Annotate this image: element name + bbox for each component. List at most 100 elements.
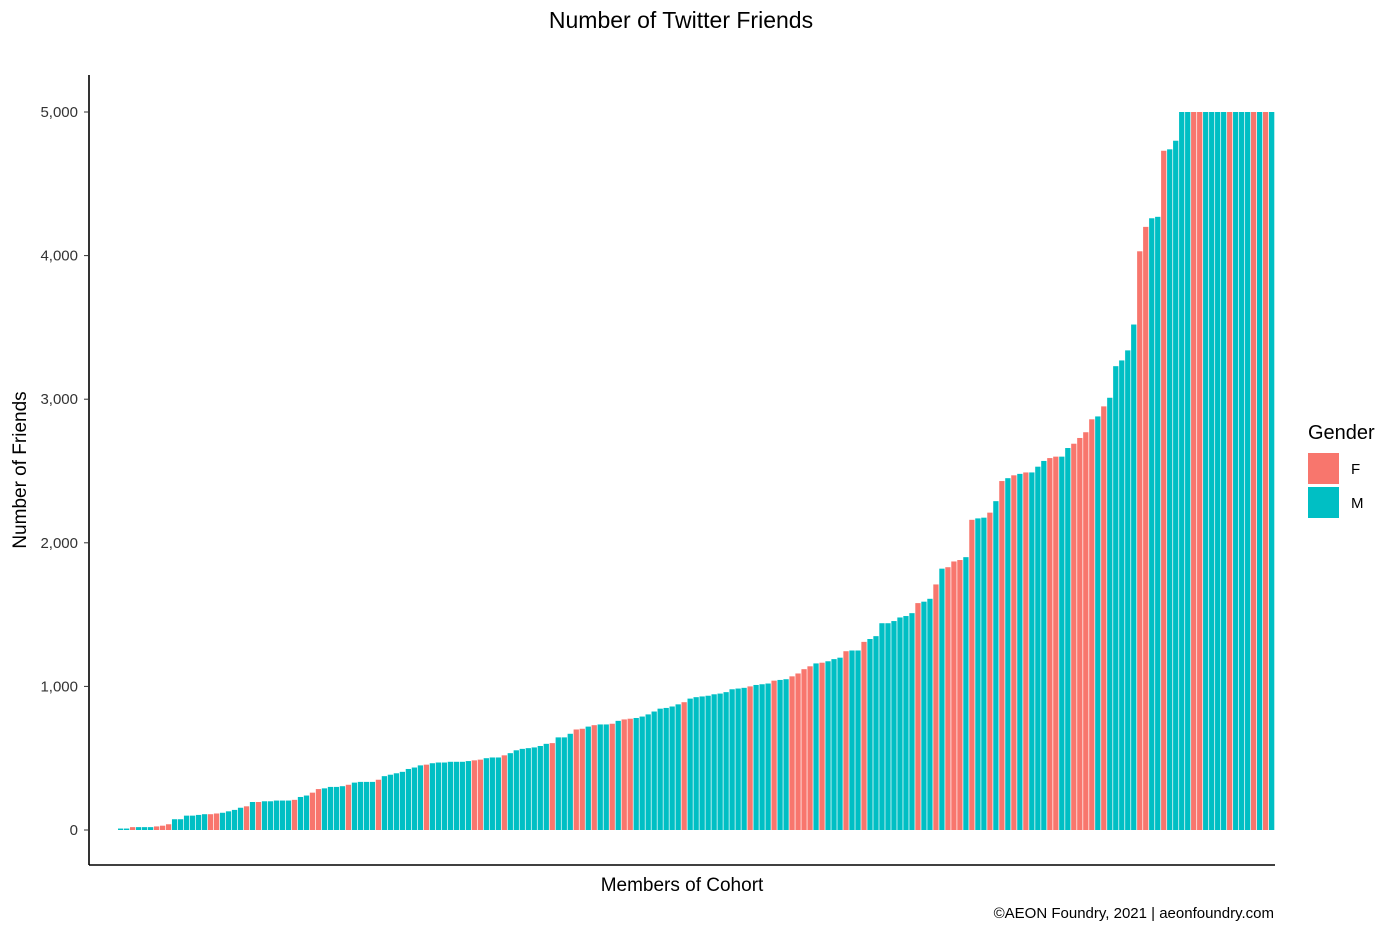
bar: [231, 809, 238, 830]
chart-title: Number of Twitter Friends: [549, 7, 813, 33]
bar: [1173, 140, 1179, 831]
bar: [645, 714, 651, 830]
bar: [1059, 456, 1065, 830]
bar: [909, 613, 915, 830]
bar: [591, 725, 597, 830]
bar: [423, 764, 430, 830]
bar: [387, 774, 394, 830]
bar: [1155, 216, 1161, 830]
bar: [315, 789, 322, 830]
bar: [981, 517, 987, 830]
bar: [1095, 416, 1101, 830]
bar: [1239, 112, 1245, 830]
y-tick-label: 2,000: [40, 535, 78, 552]
bar: [1167, 149, 1173, 831]
bar: [411, 767, 418, 830]
bar: [1179, 112, 1185, 830]
bar: [621, 719, 627, 830]
bar: [393, 773, 400, 830]
bar: [999, 481, 1005, 830]
bar: [519, 748, 525, 830]
bar: [363, 781, 370, 830]
bar: [429, 763, 436, 830]
bar: [549, 743, 555, 830]
bar: [1263, 112, 1269, 830]
bar: [483, 758, 489, 830]
bar: [855, 650, 861, 830]
bar: [627, 718, 633, 830]
bar: [219, 812, 226, 830]
bar: [141, 827, 148, 830]
bar: [699, 696, 705, 830]
bar: [1113, 366, 1119, 830]
y-axis-title: Number of Friends: [10, 391, 31, 548]
y-tick-label: 0: [70, 822, 78, 839]
bar: [267, 801, 274, 830]
bar: [993, 501, 999, 830]
bar: [777, 679, 783, 830]
bar: [1107, 397, 1113, 830]
bar: [189, 815, 196, 830]
bar: [681, 702, 687, 830]
bar: [555, 737, 561, 830]
bar: [1077, 437, 1083, 830]
bar: [735, 688, 741, 830]
bar: [783, 679, 789, 830]
y-tick-label: 3,000: [40, 391, 78, 408]
bar: [609, 723, 615, 830]
bar: [489, 757, 495, 830]
bar: [843, 651, 849, 830]
y-tick-label: 1,000: [40, 678, 78, 695]
bar: [213, 813, 220, 830]
bar: [717, 693, 723, 830]
bar: [1203, 112, 1209, 830]
bar: [1251, 112, 1257, 830]
legend-swatch: [1308, 487, 1339, 518]
bar: [1191, 112, 1197, 830]
bar: [183, 815, 190, 830]
bar: [801, 669, 807, 830]
bar: [207, 814, 214, 830]
bar: [813, 663, 819, 830]
legend-label: F: [1351, 461, 1360, 478]
bar: [1035, 466, 1041, 830]
bar: [525, 748, 531, 830]
bar: [279, 800, 286, 830]
bar: [1011, 475, 1017, 830]
bar: [897, 617, 903, 830]
bar: [561, 737, 567, 830]
bar: [255, 802, 262, 830]
bar: [417, 765, 424, 830]
y-axis: 0 1,000 2,000 3,000 4,000 5,000: [40, 75, 90, 865]
bar: [1137, 251, 1143, 831]
bar: [603, 724, 609, 830]
bar: [471, 760, 477, 830]
bar: [807, 666, 813, 830]
bar: [1185, 112, 1191, 830]
bar: [891, 621, 897, 830]
bar: [201, 814, 208, 830]
bar: [1125, 350, 1131, 830]
bar: [1023, 472, 1029, 830]
bar: [1005, 478, 1011, 830]
bar: [1149, 218, 1155, 830]
bar: [885, 623, 891, 830]
bar: [333, 786, 340, 830]
bar: [171, 819, 178, 830]
bar: [1227, 112, 1233, 830]
bar: [1131, 324, 1137, 830]
bar: [327, 786, 334, 830]
bar: [459, 761, 465, 830]
bar: [693, 697, 699, 830]
chart-caption: ©AEON Foundry, 2021 | aeonfoundry.com: [994, 905, 1274, 922]
bar: [825, 661, 831, 830]
bar: [1119, 360, 1125, 830]
bar: [657, 708, 663, 830]
bar: [153, 826, 160, 830]
y-tick-label: 4,000: [40, 248, 78, 265]
bar: [729, 689, 735, 830]
bar: [957, 560, 963, 830]
bar: [303, 795, 310, 830]
bar: [867, 639, 873, 830]
